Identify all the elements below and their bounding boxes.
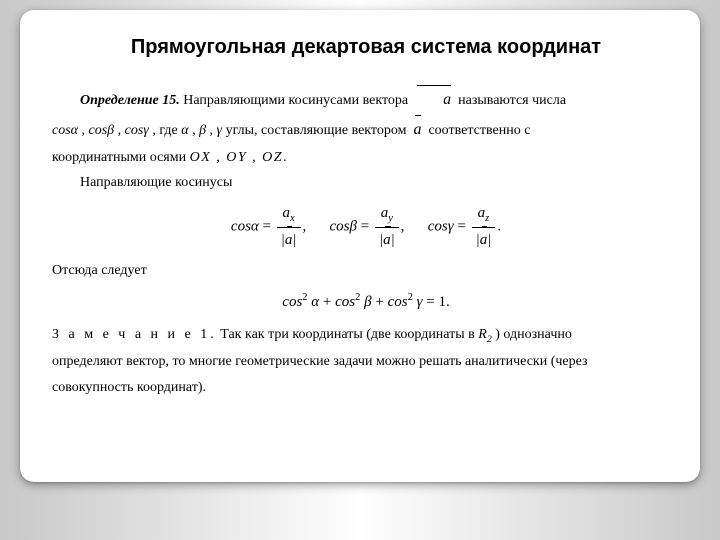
def-dot: . [283,150,287,165]
definition-head: Определение 15. [80,93,180,108]
remark-b: ) однозначно [495,327,572,342]
def-tailc: соответственно с [428,123,530,138]
definition-line2: cosα , cosβ , cosγ , где α , β , γ углы,… [52,117,680,143]
axes-list: OX , OY , OZ [190,150,283,165]
definition-line3: координатными осями OX , OY , OZ. [52,147,680,169]
space-symbol: R2 [478,327,495,342]
remark-head: З а м е ч а н и е 1. [52,327,217,342]
angles-list: α , β , γ [181,123,222,138]
subheading-1: Направляющие косинусы [52,172,680,194]
cos-list: cosα , cosβ , cosγ , [52,123,156,138]
def-tailb: углы, составляющие вектором [226,123,410,138]
vector-a-1: a [415,87,451,113]
remark-a: Так как три координаты (две координаты в [220,327,478,342]
eq1-term: cosα = ax|a|, [231,202,318,253]
text-panel: Прямоугольная декартовая система координ… [20,10,700,482]
eq2-term: cos2 α + cos2 β + cos2 γ = 1. [282,290,449,314]
cos-squared-identity: cos2 α + cos2 β + cos2 γ = 1. [52,290,680,314]
subheading-2: Отсюда следует [52,260,680,282]
eq1-term: cosγ = az|a|. [428,202,501,253]
remark-paragraph: З а м е ч а н и е 1. Так как три координ… [52,324,680,347]
def-taila: где [159,123,181,138]
eq1-term: cosβ = ay|a|, [330,202,416,253]
space-R: R [478,327,487,342]
remark-line2: определяют вектор, то многие геометричес… [52,351,680,373]
def-line3a: координатными осями [52,150,190,165]
def-line1a: Направляющими косинусами вектора [183,93,411,108]
def-line1b: называются числа [458,93,566,108]
space-sub: 2 [487,334,492,345]
page-title: Прямоугольная декартовая система координ… [52,32,680,63]
slide-stage: Прямоугольная декартовая система координ… [0,0,720,540]
definition-paragraph: Определение 15. Направляющими косинусами… [52,87,680,113]
remark-line3: совокупность координат). [52,377,680,399]
direction-cosines-equation: cosα = ax|a|, cosβ = ay|a|, cosγ = az|a|… [52,202,680,253]
vector-a-2: a [413,117,421,143]
